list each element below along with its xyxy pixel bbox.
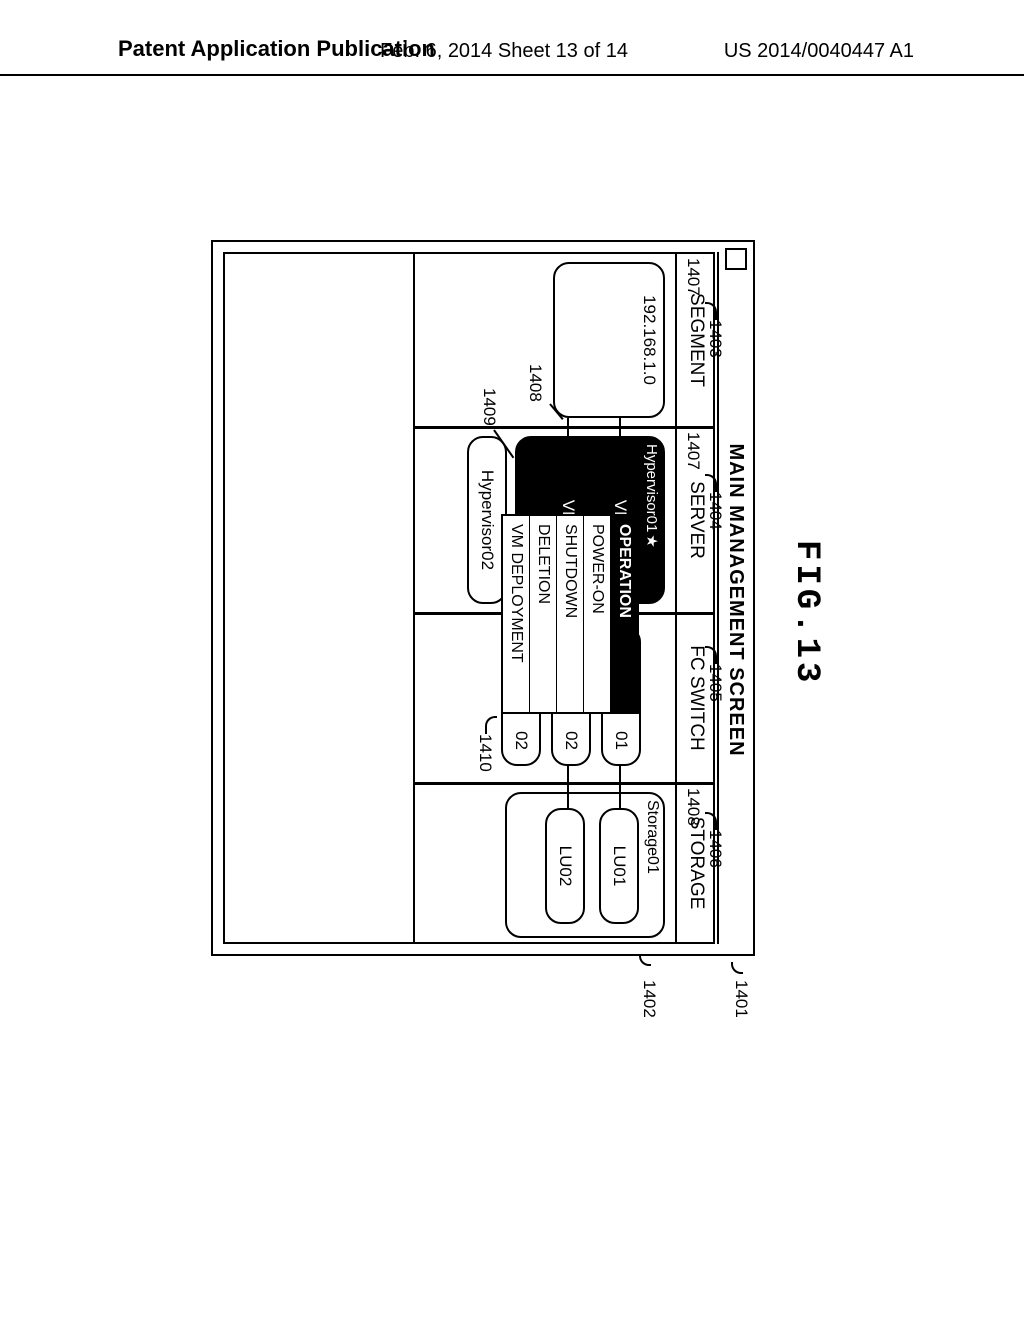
window-outer: MAIN MANAGEMENT SCREEN SEGMENT SERVER FC… [211,240,755,956]
hypervisor02-label: Hypervisor02 [477,470,497,570]
page: Patent Application Publication Feb. 6, 2… [0,0,1024,1320]
callout-1401: 1401 [731,980,751,1018]
callout-1403: 1403 [705,320,725,358]
header-mid: Feb. 6, 2014 Sheet 13 of 14 [380,40,628,63]
menu-item-shutdown[interactable]: SHUTDOWN [557,516,584,712]
segment-ip: 192.168.1.0 [639,295,659,385]
window-body: SEGMENT SERVER FC SWITCH STORAGE 192.168… [223,252,715,944]
fc02-label: 02 [561,731,581,750]
context-menu[interactable]: OPERATION POWER-ON SHUTDOWN DELETION VM … [501,514,639,714]
menu-item-deletion[interactable]: DELETION [530,516,557,712]
figure-rotated-container: FIG.13 1401 1402 MAIN MANAGEMENT SCREEN [105,240,825,870]
col-sep-1b [415,426,713,429]
callout-1407b: 1407 [683,432,703,470]
figure: FIG.13 1401 1402 MAIN MANAGEMENT SCREEN [195,240,825,960]
figure-title: FIG.13 [787,540,825,686]
hypervisor01-label: Hypervisor01 ★ [643,444,661,548]
conn-seg-vm01 [619,418,621,452]
lu02-label: LU02 [555,846,575,887]
upper-panel: SEGMENT SERVER FC SWITCH STORAGE 192.168… [413,254,713,942]
storage01-box: Storage01 [505,792,665,938]
callout-1404: 1404 [705,492,725,530]
col-sep-3b [415,782,713,785]
conn-seg-vm02 [567,418,569,452]
callout-1405: 1405 [705,664,725,702]
menu-item-power-on[interactable]: POWER-ON [584,516,611,712]
storage01-label: Storage01 [643,800,661,874]
callout-1410: 1410 [475,734,495,772]
menu-head: OPERATION [611,516,637,712]
segment-box: 192.168.1.0 [553,262,665,418]
callout-1410-lead [485,716,497,734]
fc03-label: 02 [511,731,531,750]
lu01-label: LU01 [609,846,629,887]
header-right: US 2014/0040447 A1 [724,40,914,63]
conn-fc02-lu02 [567,766,569,808]
lu02-box: LU02 [545,808,585,924]
callout-1407a: 1407 [683,258,703,296]
page-header: Patent Application Publication Feb. 6, 2… [0,74,1024,76]
menu-item-vm-deployment[interactable]: VM DEPLOYMENT [503,516,530,712]
callout-1402: 1402 [639,980,659,1018]
star-icon: ★ [643,534,661,547]
fc01-label: 01 [611,731,631,750]
colhead-fcswitch: FC SWITCH [685,614,707,782]
callout-1408b: 1408 [525,364,545,402]
callout-1408a: 1408 [683,788,703,826]
callout-1406: 1406 [705,830,725,868]
callout-1409: 1409 [479,388,499,426]
callout-1401-hook [731,962,743,974]
window-title: MAIN MANAGEMENT SCREEN [724,242,747,958]
conn-fc01-lu01 [619,766,621,808]
lu01-box: LU01 [599,808,639,924]
